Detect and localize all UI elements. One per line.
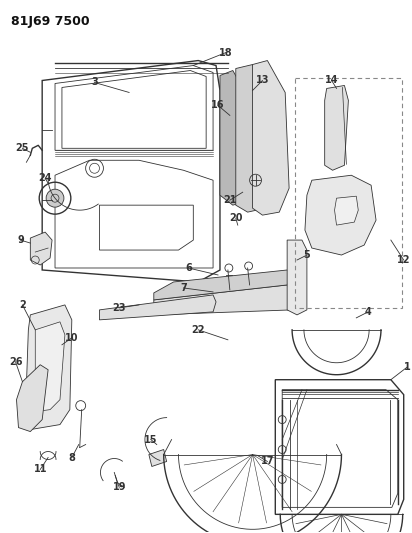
- Text: 15: 15: [144, 434, 157, 445]
- Text: 1: 1: [404, 362, 411, 372]
- Polygon shape: [253, 61, 289, 215]
- Text: 24: 24: [38, 173, 52, 183]
- Text: 19: 19: [112, 482, 126, 492]
- Text: 23: 23: [112, 303, 126, 313]
- Text: 81J69 7500: 81J69 7500: [11, 15, 89, 28]
- Text: 20: 20: [229, 213, 243, 223]
- Text: 8: 8: [68, 453, 75, 463]
- Polygon shape: [16, 365, 48, 432]
- Circle shape: [46, 189, 64, 207]
- Polygon shape: [325, 85, 349, 170]
- Polygon shape: [236, 64, 273, 212]
- Text: 10: 10: [65, 333, 79, 343]
- Polygon shape: [26, 305, 72, 430]
- Polygon shape: [154, 285, 292, 315]
- Polygon shape: [30, 232, 52, 265]
- Text: 5: 5: [304, 250, 310, 260]
- Text: 9: 9: [17, 235, 24, 245]
- Text: 13: 13: [256, 76, 269, 85]
- Text: 12: 12: [397, 255, 410, 265]
- Text: 3: 3: [91, 77, 98, 87]
- Polygon shape: [305, 175, 376, 255]
- Text: 25: 25: [16, 143, 29, 154]
- Text: 14: 14: [325, 76, 338, 85]
- Text: 22: 22: [192, 325, 205, 335]
- Text: 21: 21: [223, 195, 236, 205]
- Polygon shape: [35, 322, 65, 411]
- Text: 26: 26: [9, 357, 22, 367]
- Text: 4: 4: [365, 307, 372, 317]
- Text: 17: 17: [261, 456, 274, 466]
- Text: 16: 16: [211, 100, 225, 110]
- Text: 2: 2: [19, 300, 26, 310]
- Text: 18: 18: [219, 47, 233, 58]
- Text: 7: 7: [180, 283, 187, 293]
- Polygon shape: [220, 70, 255, 205]
- Text: 11: 11: [33, 464, 47, 474]
- Text: 6: 6: [185, 263, 192, 273]
- Polygon shape: [287, 240, 307, 315]
- Polygon shape: [149, 449, 166, 466]
- Polygon shape: [99, 295, 216, 320]
- Polygon shape: [335, 196, 358, 225]
- Polygon shape: [154, 270, 292, 300]
